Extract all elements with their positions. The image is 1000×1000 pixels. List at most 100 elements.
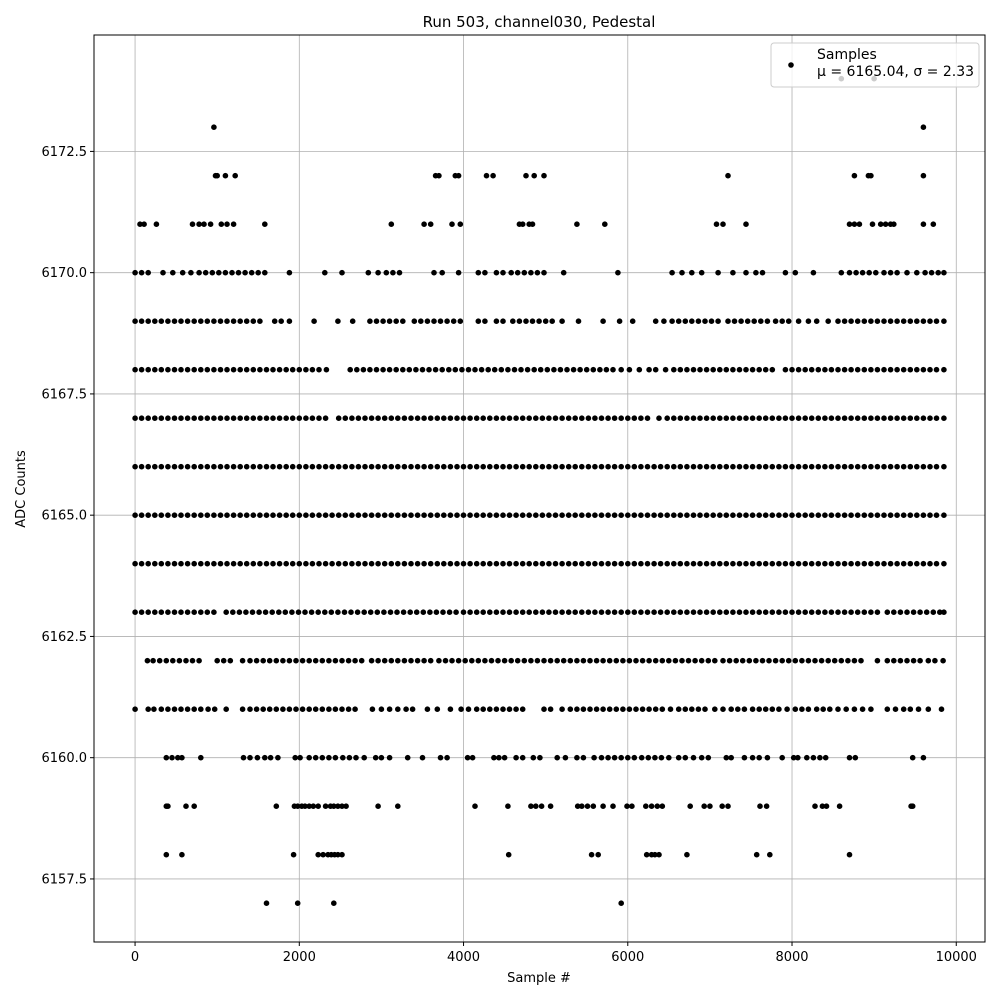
data-point [733, 657, 739, 664]
data-point [731, 318, 738, 325]
data-point [523, 172, 529, 179]
data-point [460, 463, 467, 470]
data-point [528, 657, 534, 664]
data-point [579, 560, 585, 567]
data-point [230, 560, 237, 567]
data-point [820, 706, 826, 712]
data-point [395, 657, 401, 664]
data-point [480, 609, 487, 615]
data-point [633, 657, 639, 664]
data-point [541, 172, 547, 179]
data-point [927, 366, 933, 373]
data-point [214, 172, 220, 179]
data-point [354, 609, 361, 615]
data-point [381, 609, 387, 615]
data-point [381, 415, 388, 422]
data-point [386, 318, 393, 325]
data-point [611, 609, 618, 615]
data-point [822, 512, 828, 518]
data-point [506, 415, 513, 422]
data-point [222, 172, 229, 179]
data-point [923, 609, 930, 615]
data-point [473, 415, 480, 422]
data-point [266, 706, 273, 712]
data-point [516, 318, 523, 325]
data-point [643, 851, 650, 858]
data-point [726, 657, 733, 664]
data-point [230, 366, 237, 373]
data-point [572, 463, 578, 470]
data-point [546, 560, 552, 567]
data-point [846, 851, 853, 858]
data-point [874, 463, 881, 470]
data-point [579, 463, 585, 470]
data-point [339, 657, 345, 664]
data-point [521, 269, 528, 276]
data-point [941, 560, 947, 567]
data-point [184, 318, 191, 325]
data-point [868, 415, 874, 422]
data-point [565, 463, 572, 470]
data-point [414, 560, 421, 567]
data-point [276, 609, 282, 615]
data-point [427, 221, 434, 227]
data-point [639, 706, 646, 712]
data-point [437, 318, 444, 325]
data-point [513, 415, 519, 422]
data-point [605, 560, 611, 567]
data-point [368, 463, 375, 470]
data-point [579, 803, 585, 809]
data-point [303, 415, 309, 422]
data-point [861, 609, 868, 615]
data-point [869, 221, 876, 227]
data-point [487, 512, 493, 518]
data-point [547, 803, 554, 809]
data-point [900, 463, 907, 470]
data-point [508, 269, 514, 276]
data-point [340, 754, 346, 761]
data-point [434, 512, 441, 518]
data-point [592, 512, 598, 518]
data-point [439, 366, 446, 373]
data-point [861, 318, 868, 325]
data-point [874, 366, 881, 373]
data-point [881, 560, 887, 567]
data-point [395, 463, 401, 470]
y-tick-label: 6172.5 [42, 145, 88, 160]
data-point [743, 609, 749, 615]
data-point [795, 463, 802, 470]
data-point [431, 269, 437, 276]
data-point [692, 657, 698, 664]
data-point [598, 609, 605, 615]
data-point [547, 706, 554, 712]
data-point [230, 415, 237, 422]
data-point [145, 512, 151, 518]
data-point [243, 318, 250, 325]
data-point [762, 609, 769, 615]
data-point [447, 560, 454, 567]
data-point [407, 609, 414, 615]
data-point [743, 366, 749, 373]
data-point [460, 512, 467, 518]
data-point [519, 463, 526, 470]
data-point [444, 318, 450, 325]
data-point [598, 754, 605, 761]
data-point [289, 560, 296, 567]
data-point [355, 463, 362, 470]
data-point [785, 318, 792, 325]
data-point [574, 657, 580, 664]
data-point [439, 269, 446, 276]
data-point [447, 415, 454, 422]
data-point [242, 269, 248, 276]
data-point [403, 706, 409, 712]
data-point [574, 221, 580, 227]
data-point [938, 706, 945, 712]
data-point [838, 269, 845, 276]
data-point [848, 560, 854, 567]
data-point [299, 706, 306, 712]
data-point [684, 609, 690, 615]
data-point [920, 366, 927, 373]
data-point [789, 560, 795, 567]
data-point [427, 560, 434, 567]
data-point [682, 318, 689, 325]
